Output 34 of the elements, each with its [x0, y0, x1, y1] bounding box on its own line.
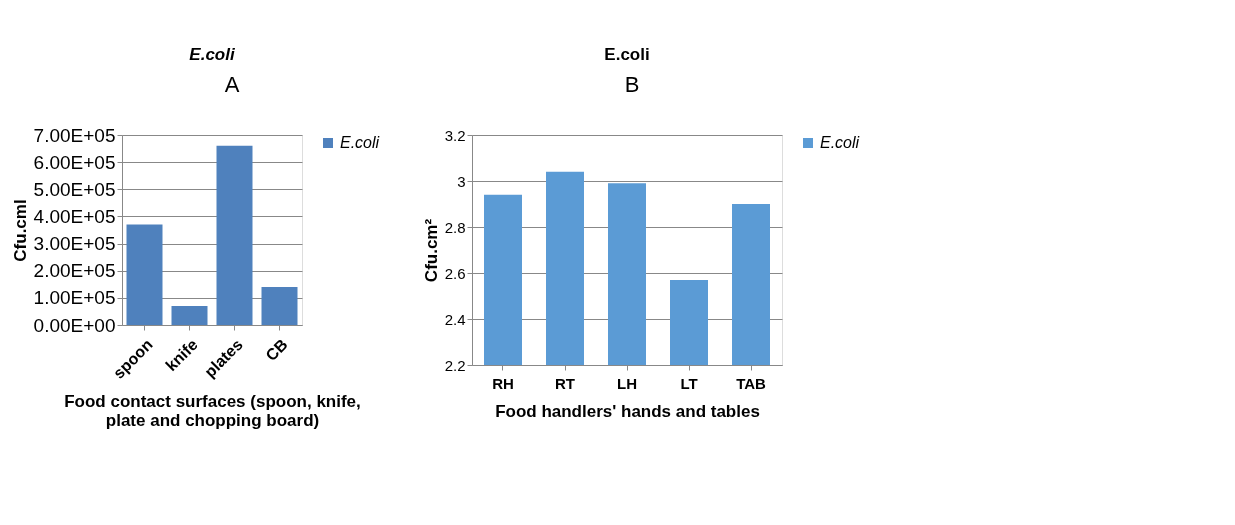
chart-title: E.coli [604, 45, 650, 64]
y-tick-label: 3 [457, 172, 466, 190]
x-tick-label: RH [492, 374, 514, 392]
y-axis-title: Cfu.cm² [421, 218, 441, 283]
text: A [224, 72, 240, 97]
x-tick-label: LT [680, 374, 698, 392]
x-tick-label: CB [262, 335, 291, 365]
legend-label: E.coli [820, 134, 860, 151]
y-tick-label: 1.00E+05 [33, 287, 116, 309]
y-tick-label: 2.6 [444, 264, 466, 282]
y-axis-title: Cfu.cml [10, 199, 30, 262]
y-tick-label: 2.00E+05 [33, 260, 116, 282]
x-tick-label: RT [555, 374, 575, 392]
y-tick-label: 3.00E+05 [33, 233, 116, 255]
y-tick-label: 5.00E+05 [33, 178, 116, 200]
bar [261, 287, 298, 325]
legend-label: E.coli [340, 134, 380, 151]
text: B [624, 72, 640, 97]
x-tick-label: TAB [736, 374, 767, 392]
bar [216, 145, 253, 325]
y-tick-label: 4.00E+05 [33, 205, 116, 227]
bar [126, 224, 163, 325]
y-tick-label: 7.00E+05 [33, 124, 116, 146]
y-tick-label: 6.00E+05 [33, 151, 116, 173]
y-tick-label: 2.2 [444, 356, 466, 374]
x-axis-title: Food handlers' hands and tables [495, 401, 760, 421]
y-tick-label: 2.4 [444, 310, 466, 328]
y-tick-label: 3.2 [444, 126, 466, 144]
y-tick-label: 0.00E+00 [33, 314, 116, 336]
y-tick-label: 2.8 [444, 218, 466, 236]
chart-title: E.coli [189, 45, 236, 64]
bar [171, 306, 208, 325]
x-tick-label: LH [617, 374, 637, 392]
x-axis-title: Food contact surfaces (spoon, knife, plate and chopping board) [64, 391, 361, 430]
